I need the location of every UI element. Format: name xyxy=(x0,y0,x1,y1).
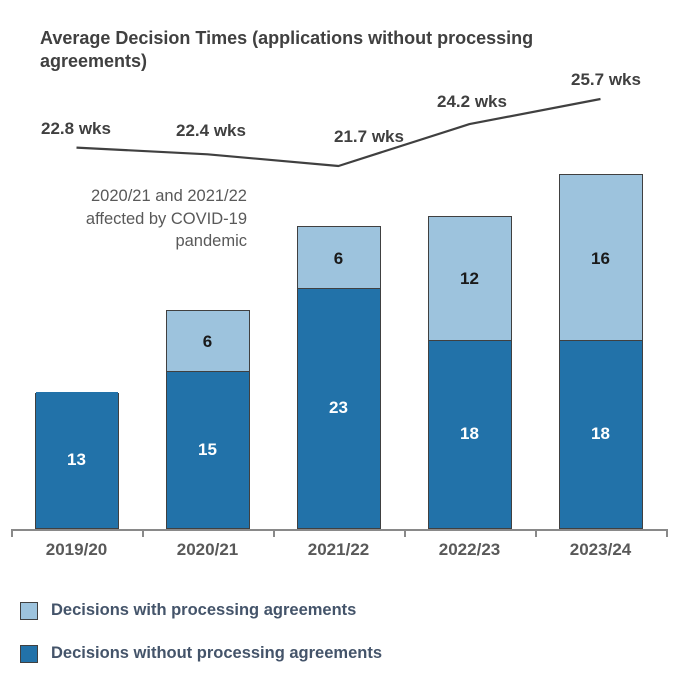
chart-title: Average Decision Times (applications wit… xyxy=(40,28,534,71)
bar-segment-without-2021-22 xyxy=(297,287,380,528)
category-label-2019-20: 2019/20 xyxy=(45,540,108,559)
bar-value-without-2023-24: 18 xyxy=(591,424,610,444)
legend-label-without-agreements: Decisions without processing agreements xyxy=(51,644,382,662)
bar-value-without-2022-23: 18 xyxy=(460,424,479,444)
line-point-label-3: 24.2 wks xyxy=(437,92,507,111)
legend-swatch-without-agreements xyxy=(20,644,38,663)
bar-group-2021-22: 6 23 xyxy=(296,226,381,529)
bar-segment-without-2022-23 xyxy=(428,340,511,528)
bar-segment-without-2020-21 xyxy=(166,371,249,528)
bar-group-2019-20: 13 xyxy=(34,392,119,529)
x-axis-tick-4 xyxy=(535,529,537,537)
x-axis-tick-5 xyxy=(666,529,668,537)
category-label-2021-22: 2021/22 xyxy=(307,540,370,559)
covid-annotation: 2020/21 and 2021/22 affected by COVID-19… xyxy=(85,187,247,250)
x-axis-tick-0 xyxy=(11,529,13,537)
bar-value-with-2023-24: 16 xyxy=(591,248,610,268)
line-point-label-4: 25.7 wks xyxy=(571,70,641,89)
bar-group-2020-21: 6 15 xyxy=(165,309,250,529)
bar-value-without-2021-22: 23 xyxy=(329,397,348,417)
bar-segment-without-2019-20 xyxy=(35,392,118,528)
x-axis-tick-3 xyxy=(404,529,406,537)
x-axis-line xyxy=(11,529,667,531)
category-label-2020-21: 2020/21 xyxy=(176,540,239,559)
bar-value-with-2020-21: 6 xyxy=(202,332,213,352)
line-point-label-2: 21.7 wks xyxy=(334,127,404,146)
category-label-2023-24: 2023/24 xyxy=(569,540,632,559)
x-axis-tick-1 xyxy=(142,529,144,537)
line-point-label-1: 22.4 wks xyxy=(176,121,246,140)
bar-group-2022-23: 12 18 xyxy=(427,215,512,529)
bar-value-without-2020-21: 15 xyxy=(198,439,217,459)
x-axis-tick-2 xyxy=(273,529,275,537)
legend-item-with-agreements: Decisions with processing agreements xyxy=(20,601,356,620)
legend-item-without-agreements: Decisions without processing agreements xyxy=(20,644,382,663)
legend-swatch-with-agreements xyxy=(20,601,38,620)
bar-value-with-2021-22: 6 xyxy=(333,248,344,268)
bar-group-2023-24: 16 18 xyxy=(558,174,643,529)
category-label-2022-23: 2022/23 xyxy=(438,540,501,559)
line-point-label-0: 22.8 wks xyxy=(41,119,111,138)
legend-label-with-agreements: Decisions with processing agreements xyxy=(51,601,357,619)
bar-value-with-2022-23: 12 xyxy=(460,269,479,289)
bar-value-without-2019-20: 13 xyxy=(67,450,86,470)
bar-segment-without-2023-24 xyxy=(559,340,642,528)
